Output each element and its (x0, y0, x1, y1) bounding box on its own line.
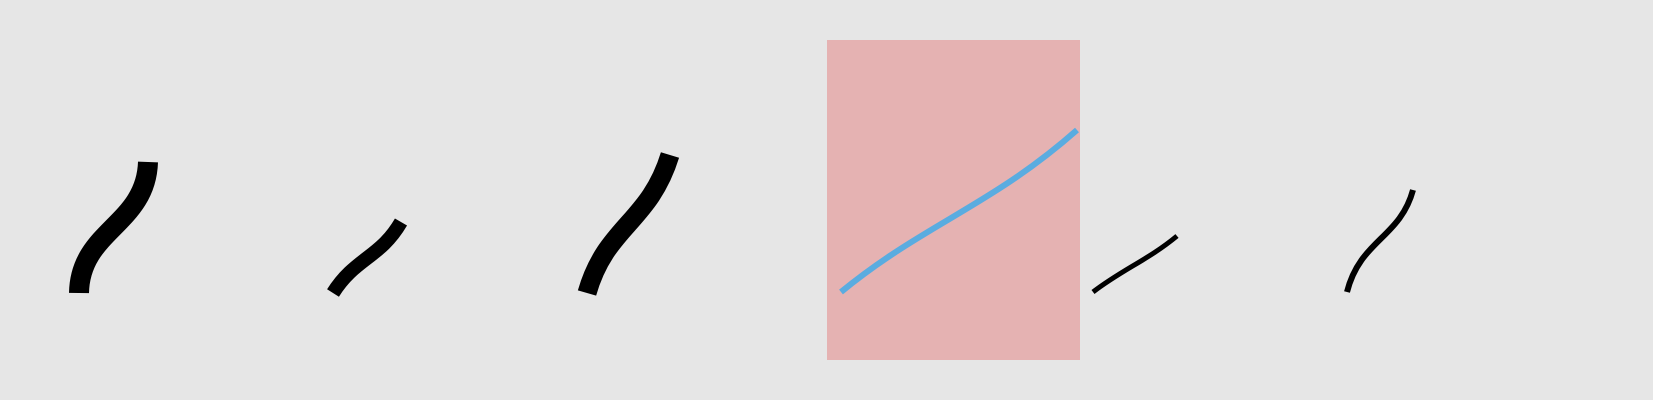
stroke-6[interactable] (1344, 189, 1416, 293)
stroke-4[interactable] (839, 127, 1079, 295)
stroke-1[interactable] (69, 161, 158, 294)
stroke-5[interactable] (1091, 234, 1179, 294)
highlight-panel (827, 40, 1080, 360)
stroke-2[interactable] (327, 218, 408, 297)
stroke-3[interactable] (577, 152, 680, 296)
